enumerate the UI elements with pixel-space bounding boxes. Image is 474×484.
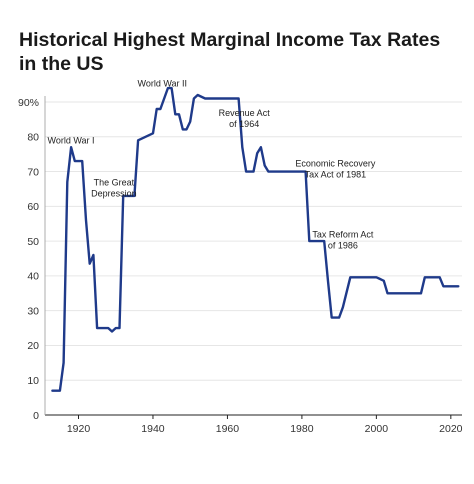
x-tick-label: 2020 — [439, 423, 463, 435]
x-tick-label: 1980 — [290, 423, 314, 435]
y-tick-label: 20 — [27, 340, 39, 352]
y-tick-label: 80 — [27, 132, 39, 144]
y-tick-label: 0 — [33, 410, 39, 422]
y-tick-label: 10 — [27, 375, 39, 387]
y-tick-label: 30 — [27, 305, 39, 317]
chart-title: Historical Highest Marginal Income Tax R… — [19, 29, 441, 75]
annotation-label: Tax Reform Act of 1986 — [312, 230, 374, 251]
annotation-label: Revenue Act of 1964 — [219, 108, 271, 129]
y-tick-label: 50 — [27, 236, 39, 248]
x-tick-label: 1920 — [67, 423, 91, 435]
annotation-label: The Great Depression — [91, 177, 137, 198]
annotations: World War I The Great Depression World War … — [48, 78, 376, 250]
y-tick-label: 60 — [27, 201, 39, 213]
y-tick-label: 90% — [18, 97, 39, 109]
x-tick-label: 1960 — [216, 423, 240, 435]
annotation-label: World War I — [48, 136, 95, 146]
annotation-label: Economic Recovery Tax Act of 1981 — [295, 158, 376, 179]
x-tick-label: 1940 — [141, 423, 165, 435]
gridlines — [45, 101, 462, 381]
y-tick-label: 70 — [27, 166, 39, 178]
axes — [44, 96, 462, 416]
series-layer — [51, 86, 460, 392]
annotation-label: World War II — [138, 78, 188, 88]
x-axis-ticks: 1920 1940 1960 1980 2000 2020 — [67, 415, 463, 435]
y-tick-label: 40 — [27, 271, 39, 283]
y-axis-ticks: 0 10 20 30 40 50 60 70 80 90% — [18, 97, 39, 422]
x-tick-label: 2000 — [365, 423, 389, 435]
